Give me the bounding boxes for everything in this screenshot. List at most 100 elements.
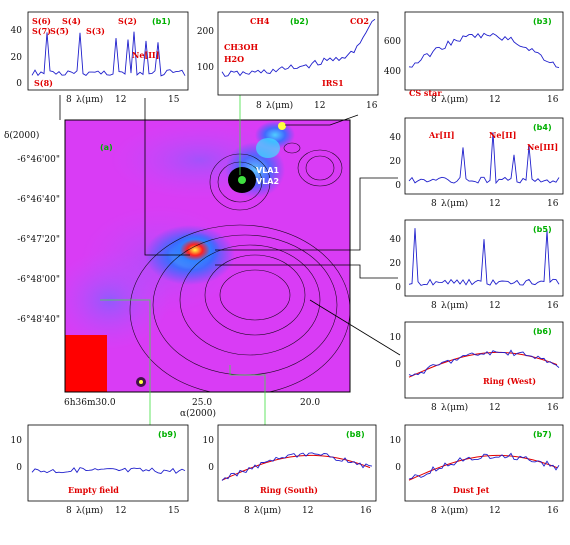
panel-label: (b7) bbox=[533, 430, 552, 439]
panel-label: (b3) bbox=[533, 17, 552, 26]
line-annotation: Ne[II] bbox=[489, 130, 516, 140]
line-annotation: CH3OH bbox=[224, 42, 258, 52]
x-tick: 8 bbox=[256, 101, 262, 111]
line-annotation: CH4 bbox=[250, 16, 270, 26]
line-annotation: S(7) bbox=[32, 26, 51, 36]
x-tick: 12 bbox=[302, 506, 313, 516]
x-axis-label: λ(μm) bbox=[441, 300, 468, 311]
dec-tick: -6°48'00" bbox=[17, 275, 60, 285]
x-tick: 16 bbox=[547, 199, 559, 209]
spectrum-panel-b1: (b1) 40 20 0 8 12 15 λ(μm) S(7)S(6)S(5)S… bbox=[11, 11, 189, 105]
y-tick: 100 bbox=[197, 63, 214, 73]
x-tick: 12 bbox=[489, 199, 500, 209]
x-axis-label: λ(μm) bbox=[266, 100, 293, 111]
spectrum-panel-b2: (b2) 200 100 8 12 16 λ(μm) CH3OH CH4 H2O CO… bbox=[197, 11, 379, 111]
panel-label: (b5) bbox=[533, 225, 552, 234]
panel-label: (b1) bbox=[152, 17, 171, 26]
x-axis-label: λ(μm) bbox=[441, 94, 468, 105]
panel-annotation: Dust Jet bbox=[453, 485, 490, 495]
x-tick: 12 bbox=[489, 301, 500, 311]
line-annotation: S(4) bbox=[62, 16, 81, 26]
line-annotation: S(6) bbox=[32, 16, 51, 26]
y-tick: 10 bbox=[203, 436, 215, 446]
x-tick: 12 bbox=[115, 506, 126, 516]
spectrum-line bbox=[408, 32, 560, 69]
panel-label: (b6) bbox=[533, 327, 552, 336]
y-tick: 20 bbox=[390, 259, 402, 269]
x-tick: 8 bbox=[431, 403, 437, 413]
panel-annotation: Empty field bbox=[68, 485, 119, 495]
x-tick: 12 bbox=[314, 101, 325, 111]
panel-label: (b9) bbox=[158, 430, 177, 439]
x-tick: 16 bbox=[547, 301, 559, 311]
x-tick: 8 bbox=[244, 506, 250, 516]
spectrum-line bbox=[31, 31, 186, 77]
map-ylabel: δ(2000) bbox=[4, 130, 39, 141]
x-tick: 12 bbox=[489, 403, 500, 413]
line-annotation: S(8) bbox=[34, 78, 53, 88]
spectrum-panel-b5: (b5) 40 20 0 8 12 16 λ(μm) bbox=[390, 219, 564, 311]
map-xlabel: α(2000) bbox=[180, 408, 216, 419]
y-tick: 20 bbox=[11, 53, 23, 63]
y-tick: 40 bbox=[390, 133, 402, 143]
y-tick: 0 bbox=[395, 360, 401, 370]
x-tick: 12 bbox=[489, 95, 500, 105]
y-tick: 0 bbox=[395, 463, 401, 473]
spectrum-panel-b6: (b6) Ring (West) 10 0 8 12 16 λ(μm) bbox=[390, 321, 564, 413]
y-tick: 200 bbox=[197, 27, 214, 37]
y-tick: 40 bbox=[390, 235, 402, 245]
ra-tick: 25.0 bbox=[192, 398, 212, 408]
map-panel: (a) VLA1 VLA2 -6°46'00" -6°46'40" -6°47'… bbox=[4, 119, 351, 419]
x-axis-label: λ(μm) bbox=[441, 505, 468, 516]
x-tick: 12 bbox=[115, 95, 126, 105]
spectrum-panel-b8: (b8) Ring (South) 10 0 8 12 16 λ(μm) bbox=[203, 424, 377, 516]
x-axis-label: λ(μm) bbox=[441, 198, 468, 209]
x-tick: 16 bbox=[547, 403, 559, 413]
dec-tick: -6°46'40" bbox=[17, 195, 60, 205]
map-dec-ticks: -6°46'00" -6°46'40" -6°47'20" -6°48'00" … bbox=[17, 155, 60, 325]
panel-label: (b8) bbox=[346, 430, 365, 439]
spectrum-line bbox=[408, 452, 560, 480]
x-tick: 8 bbox=[431, 506, 437, 516]
x-tick: 16 bbox=[366, 101, 378, 111]
vla2-label: VLA2 bbox=[256, 177, 279, 186]
line-annotation: Ne[III] bbox=[527, 142, 558, 152]
spectrum-panel-b7: (b7) Dust Jet 10 0 8 12 16 λ(μm) bbox=[390, 424, 564, 516]
ra-tick: 6h36m30.0 bbox=[64, 398, 116, 408]
panel-annotation: Ring (West) bbox=[483, 376, 536, 386]
y-tick: 0 bbox=[16, 79, 22, 89]
x-tick: 8 bbox=[431, 199, 437, 209]
vla1-label: VLA1 bbox=[256, 166, 279, 175]
panel-annotation: Ring (South) bbox=[260, 485, 318, 495]
x-tick: 8 bbox=[431, 95, 437, 105]
spectrum-panel-b3: (b3) 600 400 8 12 16 λ(μm) CS star bbox=[384, 11, 564, 105]
line-annotation: CO2 bbox=[350, 16, 369, 26]
y-tick: 0 bbox=[208, 463, 214, 473]
y-tick: 600 bbox=[384, 37, 401, 47]
dec-tick: -6°46'00" bbox=[17, 155, 60, 165]
x-tick: 8 bbox=[66, 95, 72, 105]
x-tick: 16 bbox=[360, 506, 372, 516]
spectrum-line bbox=[408, 228, 560, 286]
x-axis-label: λ(μm) bbox=[441, 402, 468, 413]
map-panel-label: (a) bbox=[100, 143, 113, 152]
line-annotation: CS star bbox=[409, 88, 442, 98]
ra-tick: 20.0 bbox=[300, 398, 320, 408]
line-annotation: S(2) bbox=[118, 16, 137, 26]
x-tick: 12 bbox=[489, 506, 500, 516]
x-axis-label: λ(μm) bbox=[76, 505, 103, 516]
line-annotation: Ne[II] bbox=[132, 50, 159, 60]
line-annotation: S(5) bbox=[50, 26, 69, 36]
x-tick: 8 bbox=[431, 301, 437, 311]
y-tick: 10 bbox=[390, 333, 402, 343]
x-tick: 16 bbox=[547, 506, 559, 516]
panel-label: (b4) bbox=[533, 123, 552, 132]
y-tick: 10 bbox=[11, 436, 23, 446]
line-annotation: Ar[II] bbox=[428, 130, 454, 140]
spectrum-line bbox=[408, 349, 560, 377]
spectrum-line bbox=[31, 467, 186, 474]
y-tick: 20 bbox=[390, 157, 402, 167]
line-annotation: S(3) bbox=[86, 26, 105, 36]
spectrum-line bbox=[408, 132, 560, 185]
